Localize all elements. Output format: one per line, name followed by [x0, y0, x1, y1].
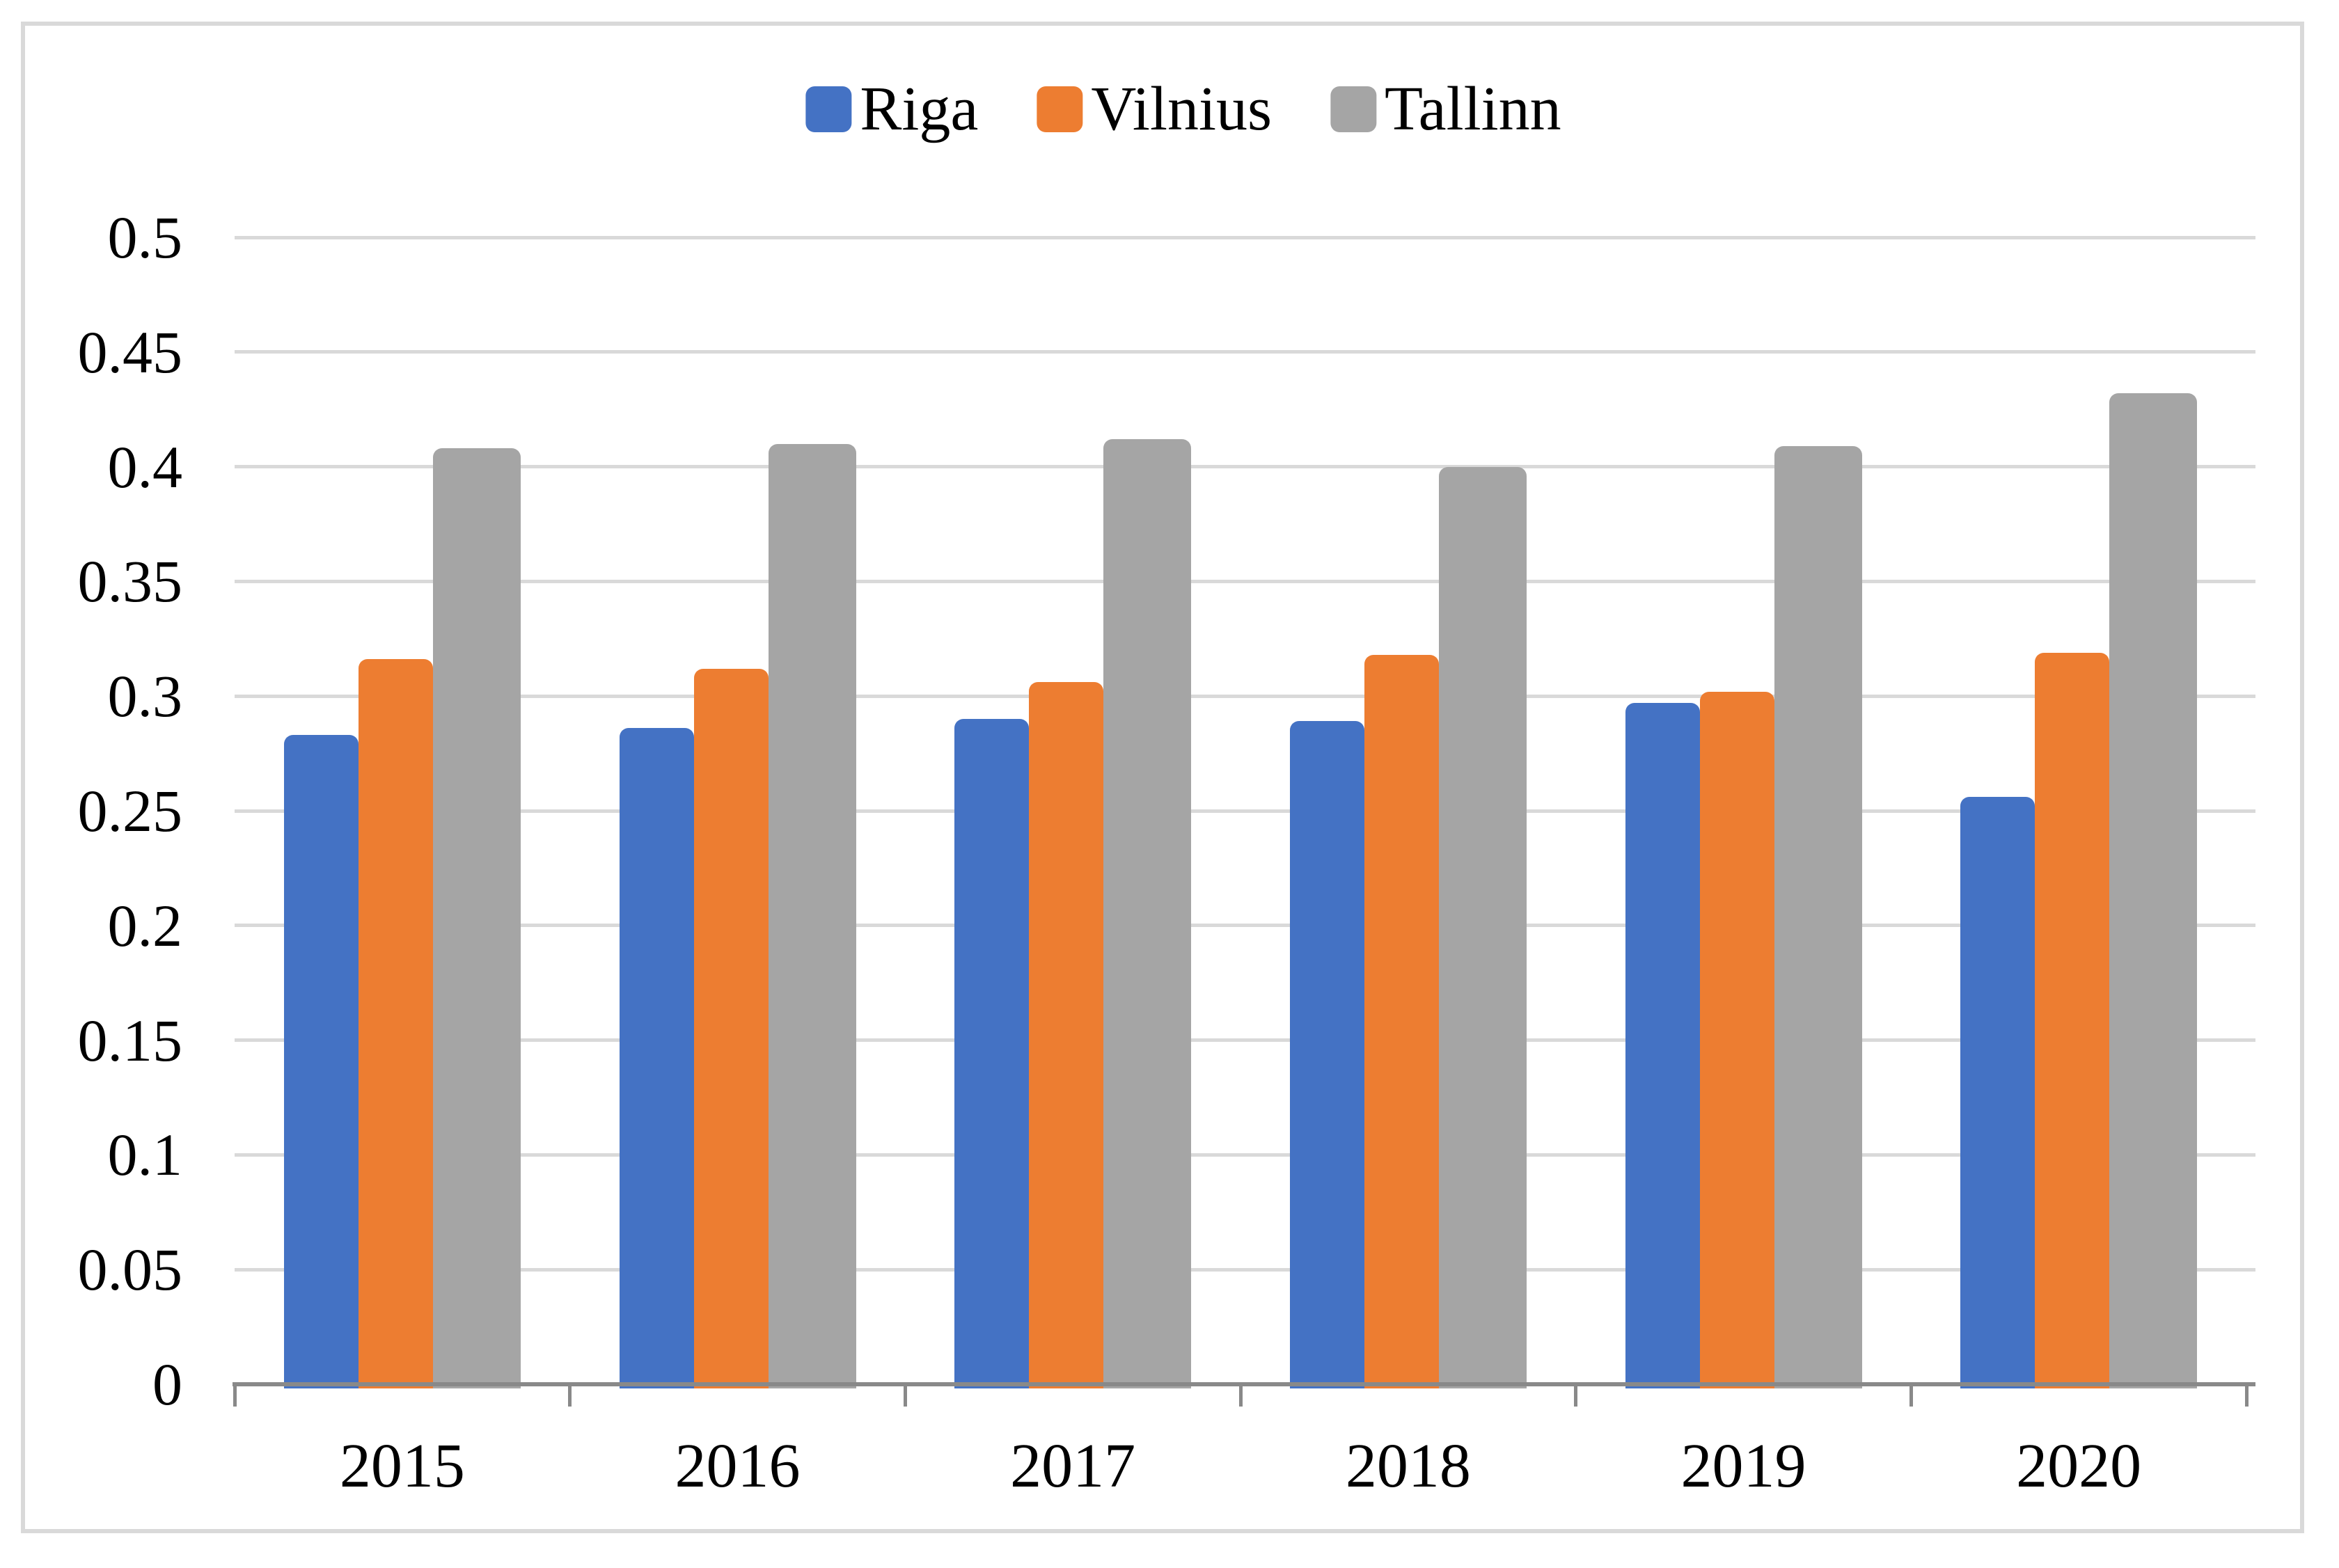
bar-tallinn-2019	[1774, 445, 1862, 1388]
x-axis-tick	[1909, 1384, 1913, 1407]
x-axis-label-2018: 2018	[1345, 1432, 1471, 1500]
legend-swatch-riga	[805, 86, 852, 132]
legend-item-tallinn: Tallinn	[1330, 78, 1561, 141]
y-axis-tick-label: 0.5	[107, 204, 183, 271]
legend-label-tallinn: Tallinn	[1384, 74, 1561, 143]
gridline-0.15	[235, 1038, 2255, 1043]
gridline-0.2	[235, 924, 2255, 928]
bar-tallinn-2018	[1438, 466, 1527, 1388]
gridline-0.25	[235, 809, 2255, 813]
bar-riga-2015	[283, 735, 359, 1388]
legend-label-vilnius: Vilnius	[1091, 74, 1272, 143]
legend-swatch-tallinn	[1330, 86, 1376, 132]
x-axis-tick	[1574, 1384, 1578, 1407]
bar-riga-2016	[619, 728, 694, 1388]
bar-tallinn-2020	[2109, 393, 2198, 1388]
x-axis-tick	[1238, 1384, 1243, 1407]
y-axis-tick-label: 0.05	[77, 1236, 183, 1304]
bar-riga-2017	[954, 719, 1030, 1388]
bar-vilnius-2017	[1029, 682, 1104, 1388]
gridline-0.4	[235, 465, 2255, 469]
y-axis-tick-label: 0.4	[107, 433, 183, 500]
legend-swatch-vilnius	[1037, 86, 1083, 132]
bar-vilnius-2015	[358, 659, 433, 1388]
bar-tallinn-2015	[432, 448, 521, 1388]
gridline-0.1	[235, 1153, 2255, 1157]
legend-label-riga: Riga	[860, 74, 979, 143]
gridline-0.5	[235, 235, 2255, 239]
bar-tallinn-2016	[768, 443, 856, 1388]
x-axis-label-2020: 2020	[2016, 1432, 2142, 1500]
x-axis-tick	[233, 1384, 237, 1407]
x-axis-label-2015: 2015	[339, 1432, 465, 1500]
x-axis-label-2017: 2017	[1010, 1432, 1136, 1500]
y-axis-tick-label: 0.15	[77, 1006, 183, 1074]
y-axis-tick-label: 0.2	[107, 892, 183, 959]
gridline-0.35	[235, 579, 2255, 583]
bar-vilnius-2016	[693, 668, 769, 1388]
x-axis-line	[233, 1382, 2255, 1386]
bar-vilnius-2018	[1364, 654, 1439, 1388]
figure-border	[21, 22, 2304, 1533]
x-axis-label-2016: 2016	[675, 1432, 801, 1500]
bar-riga-2018	[1289, 721, 1364, 1388]
bar-vilnius-2019	[1699, 691, 1774, 1388]
legend: Riga Vilnius Tallinn	[805, 78, 1561, 141]
gridline-0.05	[235, 1267, 2255, 1272]
gridline-0.3	[235, 694, 2255, 698]
x-axis-tick	[903, 1384, 907, 1407]
y-axis-tick-label: 0.25	[77, 777, 183, 844]
y-axis-tick-label: 0.3	[107, 663, 183, 730]
bar-vilnius-2020	[2035, 652, 2110, 1388]
bar-tallinn-2017	[1103, 439, 1192, 1388]
legend-item-vilnius: Vilnius	[1037, 78, 1272, 141]
y-axis-tick-label: 0	[152, 1351, 182, 1418]
bar-riga-2020	[1960, 797, 2035, 1388]
legend-item-riga: Riga	[805, 78, 978, 141]
bar-riga-2019	[1625, 703, 1700, 1388]
y-axis-tick-label: 0.45	[77, 318, 183, 386]
y-axis-tick-label: 0.1	[107, 1121, 183, 1189]
x-axis-tick	[568, 1384, 572, 1407]
x-axis-tick	[2244, 1384, 2249, 1407]
gridline-0.45	[235, 350, 2255, 354]
x-axis-label-2019: 2019	[1680, 1432, 1806, 1500]
y-axis-tick-label: 0.35	[77, 548, 183, 615]
